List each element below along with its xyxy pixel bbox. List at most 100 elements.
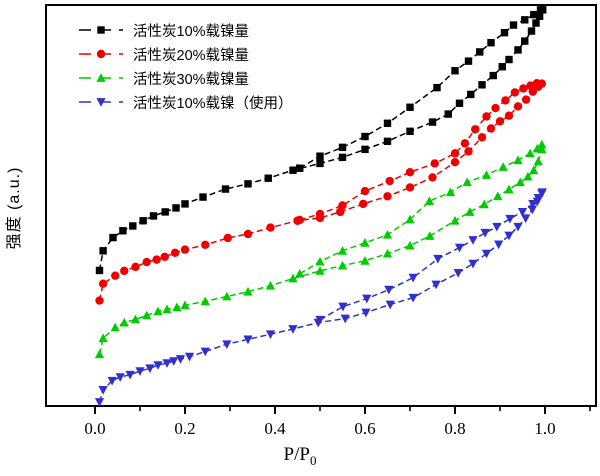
triangle-down-marker (340, 314, 350, 324)
triangle-up-marker (265, 280, 276, 290)
square-marker (476, 48, 484, 56)
circle-marker (131, 262, 140, 272)
triangle-up-marker (200, 296, 210, 306)
square-icon (97, 26, 105, 34)
square-marker (316, 152, 324, 160)
triangle-down-marker (162, 359, 172, 368)
triangle-up-marker (98, 333, 108, 343)
square-marker (498, 63, 506, 71)
square-marker (129, 222, 137, 230)
circle-marker (120, 266, 129, 276)
triangle-down-legend-marker-icon (79, 98, 123, 107)
circle-marker (495, 117, 505, 126)
circle-icon (96, 49, 106, 59)
square-marker (500, 28, 509, 37)
x-axis-label-sub: 0 (309, 452, 317, 468)
square-marker (406, 127, 414, 136)
triangle-up-marker (315, 256, 325, 266)
triangle-up-marker (153, 306, 163, 316)
square-marker (149, 212, 158, 220)
square-marker (161, 208, 169, 216)
triangle-up-marker (315, 266, 325, 275)
triangle-up-marker (498, 162, 508, 171)
y-axis-label: 强度 (a.u.) (6, 166, 23, 250)
square-marker (338, 153, 347, 162)
circle-marker (491, 103, 500, 113)
x-tick-label: 0.2 (174, 419, 195, 438)
square-marker (514, 46, 522, 54)
triangle-up-marker (288, 273, 298, 283)
triangle-up-marker (513, 155, 523, 165)
circle-marker (243, 229, 253, 239)
triangle-up-marker (295, 268, 305, 278)
triangle-up-marker (479, 199, 489, 209)
square-marker (505, 55, 513, 64)
circle-marker (501, 96, 510, 105)
plot-frame (45, 4, 597, 407)
triangle-down-marker (433, 254, 443, 264)
legend-label: 活性炭10%载镍量 (133, 23, 250, 40)
square-marker (264, 174, 272, 182)
circle-marker (428, 173, 437, 182)
x-tick-label: 1.0 (534, 419, 555, 438)
triangle-down-icon (96, 98, 106, 107)
triangle-up-marker (450, 215, 460, 225)
circle-marker (170, 248, 180, 258)
triangle-down-marker (454, 243, 465, 253)
series-line-0-desorption (299, 9, 541, 169)
square-marker (383, 137, 392, 146)
triangle-down-marker (492, 222, 502, 232)
triangle-up-marker (360, 256, 370, 265)
triangle-down-marker (107, 376, 117, 386)
triangle-up-marker (180, 300, 190, 310)
legend-label: 活性炭20%载镍量 (133, 47, 250, 64)
square-marker (521, 37, 529, 45)
square-legend-marker-icon (79, 26, 123, 34)
triangle-up-marker (425, 231, 435, 240)
triangle-up-marker (532, 143, 542, 153)
circle-marker (385, 176, 394, 186)
circle-marker (486, 124, 496, 133)
square-marker (361, 132, 369, 141)
square-marker (109, 233, 117, 242)
triangle-up-marker (465, 207, 475, 216)
square-marker (509, 21, 518, 29)
triangle-down-marker (200, 347, 210, 357)
triangle-down-marker (537, 188, 547, 198)
circle-marker (338, 201, 347, 210)
triangle-down-marker (384, 285, 394, 295)
circle-marker (359, 199, 368, 209)
triangle-down-marker (408, 293, 418, 303)
x-tick-label: 0.0 (84, 419, 105, 438)
triangle-down-marker (243, 335, 253, 345)
circle-marker (477, 133, 487, 142)
square-marker (199, 193, 207, 201)
triangle-up-marker (525, 148, 535, 158)
square-marker (338, 143, 347, 152)
circle-marker (464, 147, 473, 156)
triangle-down-marker (315, 315, 325, 325)
circle-marker (201, 240, 210, 249)
square-marker (536, 6, 545, 14)
triangle-down-marker (517, 208, 528, 217)
legend-label: 活性炭10%载镍（使用） (133, 95, 293, 112)
triangle-down-marker (265, 330, 276, 340)
triangle-up-marker (445, 187, 456, 197)
circle-marker (315, 209, 325, 219)
triangle-up-marker (243, 286, 253, 296)
triangle-down-marker (480, 228, 490, 238)
triangle-down-marker (528, 199, 538, 209)
legend-label: 活性炭30%载镍量 (133, 71, 250, 88)
triangle-down-marker (453, 268, 463, 278)
legend: 活性炭10%载镍量 活性炭20%载镍量 活性炭30%载镍量活性炭10%载镍（使用） (78, 18, 293, 114)
x-tick-label: 0.4 (264, 419, 286, 438)
circle-marker (180, 245, 190, 254)
x-tick-label: 0.8 (444, 419, 465, 438)
circle-marker (504, 111, 514, 120)
circle-marker (405, 168, 415, 177)
square-marker (428, 118, 437, 126)
triangle-down-marker (175, 355, 186, 364)
triangle-up-marker (424, 196, 434, 205)
circle-legend-marker-icon (79, 49, 123, 59)
circle-marker (450, 149, 460, 158)
